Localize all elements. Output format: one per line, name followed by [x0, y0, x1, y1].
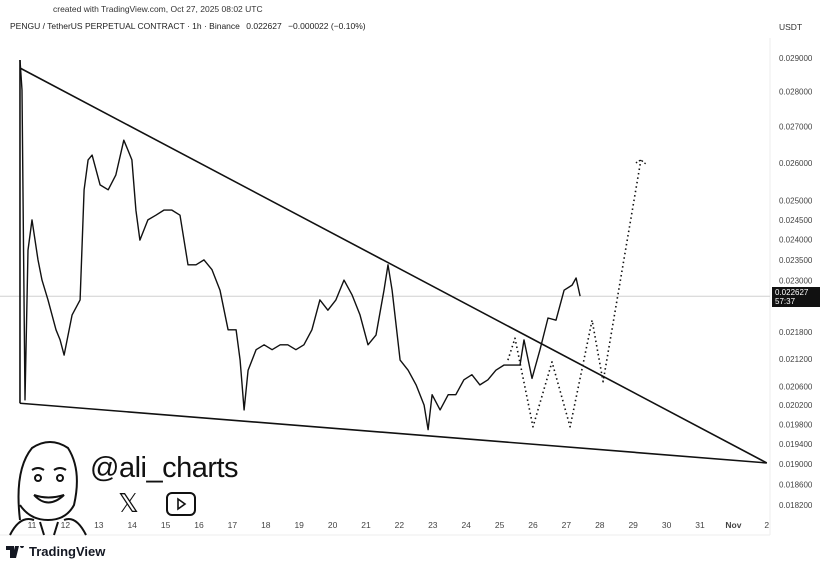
x-tick-label: 11 — [28, 520, 37, 530]
y-tick-label: 0.023500 — [779, 256, 813, 265]
symbol-title[interactable]: PENGU / TetherUS PERPETUAL CONTRACT · 1h… — [10, 21, 240, 31]
y-tick-label: 0.019000 — [779, 460, 813, 469]
y-tick-label: 0.020200 — [779, 401, 813, 410]
x-tick-label: Nov — [725, 520, 741, 530]
projection-path — [507, 159, 642, 428]
y-tick-label: 0.021800 — [779, 328, 813, 337]
x-tick-label: 13 — [94, 520, 104, 530]
y-tick-label: 0.024000 — [779, 236, 813, 245]
trendline-lower[interactable] — [19, 402, 767, 464]
y-tick-label: 0.020600 — [779, 382, 813, 391]
y-tick-label: 0.018600 — [779, 480, 813, 489]
x-tick-label: 19 — [294, 520, 304, 530]
tradingview-logo[interactable]: TradingView — [6, 544, 105, 559]
x-tick-label: 29 — [628, 520, 638, 530]
bar-countdown: 57:37 — [775, 297, 796, 307]
y-tick-label: 0.019400 — [779, 440, 813, 449]
y-tick-label: 0.023000 — [779, 277, 813, 286]
y-tick-label: 0.025000 — [779, 196, 813, 205]
current-price-value: 0.022627 — [775, 288, 809, 298]
created-with-caption: created with TradingView.com, Oct 27, 20… — [53, 4, 263, 14]
x-logo-icon: 𝕏 — [118, 488, 139, 518]
x-tick-label: 20 — [328, 520, 338, 530]
projection-arrowhead-icon — [635, 159, 648, 166]
current-price-badge: 0.022627 57:37 — [772, 287, 820, 308]
x-tick-label: 15 — [161, 520, 171, 530]
y-tick-label: 0.027000 — [779, 123, 813, 132]
y-tick-label: 0.029000 — [779, 54, 813, 63]
youtube-icon — [166, 492, 196, 516]
x-tick-label: 28 — [595, 520, 605, 530]
y-tick-label: 0.021200 — [779, 355, 813, 364]
x-tick-label: 18 — [261, 520, 271, 530]
x-tick-label: 14 — [127, 520, 137, 530]
y-tick-label: 0.026000 — [779, 159, 813, 168]
avatar-sketch — [9, 441, 87, 536]
y-tick-label: 0.019800 — [779, 420, 813, 429]
price-line — [19, 59, 581, 431]
x-tick-label: 26 — [528, 520, 538, 530]
author-handle: @ali_charts — [90, 452, 239, 484]
x-tick-label: 25 — [495, 520, 505, 530]
x-tick-label: 21 — [361, 520, 371, 530]
tradingview-mark-icon — [6, 545, 24, 558]
trendline-upper[interactable] — [19, 67, 768, 464]
x-tick-label: 17 — [228, 520, 238, 530]
x-tick-label: 2 — [764, 520, 769, 530]
x-tick-label: 31 — [695, 520, 705, 530]
x-tick-label: 23 — [428, 520, 438, 530]
x-tick-label: 22 — [395, 520, 405, 530]
price-change: −0.000022 (−0.10%) — [288, 21, 366, 31]
x-tick-label: 16 — [194, 520, 204, 530]
y-tick-label: 0.018200 — [779, 501, 813, 510]
currency-unit[interactable]: USDT — [779, 22, 803, 32]
brand-name: TradingView — [29, 544, 106, 559]
symbol-legend: PENGU / TetherUS PERPETUAL CONTRACT · 1h… — [10, 21, 370, 31]
last-price: 0.022627 — [246, 21, 282, 31]
x-tick-label: 12 — [61, 520, 71, 530]
y-tick-label: 0.024500 — [779, 216, 813, 225]
x-tick-label: 27 — [562, 520, 572, 530]
y-tick-label: 0.028000 — [779, 88, 813, 97]
x-tick-label: 24 — [461, 520, 471, 530]
x-tick-label: 30 — [662, 520, 672, 530]
